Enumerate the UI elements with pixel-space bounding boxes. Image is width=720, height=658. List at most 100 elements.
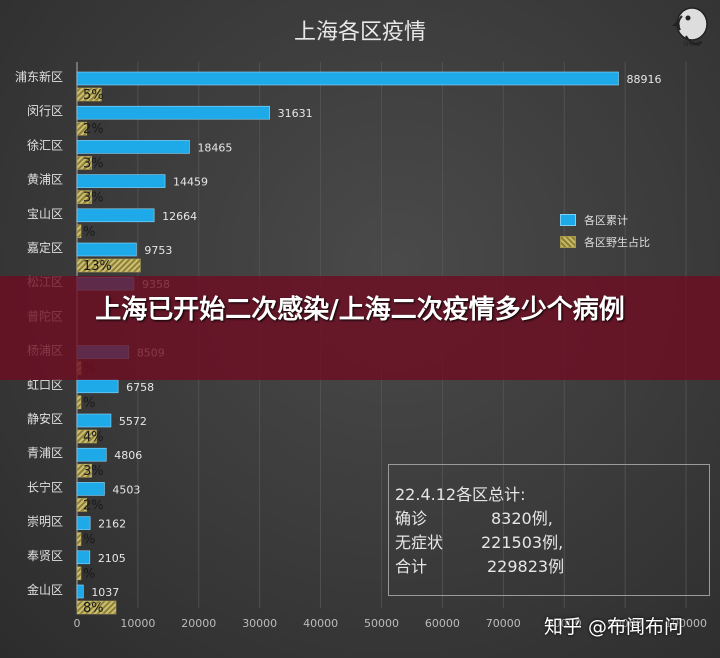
parrot-logo: SHINE [668, 2, 716, 52]
summary-row-asymptomatic: 无症状 221503例, [395, 531, 709, 555]
value-label-ratio: 2% [83, 122, 104, 137]
category-label: 长宁区 [27, 479, 63, 494]
x-tick-label: 10000 [120, 617, 155, 630]
bar-total [76, 516, 91, 530]
value-label-total: 4503 [112, 483, 140, 496]
value-label-total: 88916 [626, 73, 661, 86]
summary-label: 确诊 [395, 509, 428, 528]
x-tick-label: 40000 [303, 617, 338, 630]
bar-ratio [76, 190, 92, 204]
bar-ratio [76, 600, 117, 615]
value-label-ratio: % [83, 396, 95, 411]
summary-value: 8320例, [491, 509, 553, 528]
x-tick-label: 70000 [486, 617, 521, 630]
value-label-ratio: % [83, 225, 95, 240]
x-tick-label: 90000 [608, 617, 643, 630]
value-label-total: 6758 [126, 381, 154, 394]
headline-banner [0, 276, 720, 380]
category-label: 黄浦区 [27, 173, 63, 187]
bar-ratio [76, 566, 82, 581]
watermark: 知乎 @布闻布问 [544, 616, 684, 638]
value-label-ratio: 13% [83, 259, 112, 274]
x-tick-label: 80000 [547, 617, 582, 630]
bar-ratio [76, 498, 88, 512]
bar-ratio [76, 429, 97, 444]
bar-total [76, 208, 155, 223]
bar-ratio [76, 224, 82, 239]
value-label-total: 31631 [278, 107, 313, 120]
category-label: 静安区 [27, 411, 63, 426]
bar-total [76, 413, 112, 428]
value-label-ratio: 8% [83, 601, 104, 616]
x-tick-label: 20000 [181, 617, 216, 630]
x-tick-label: 100000 [665, 617, 707, 630]
value-label-total: 9753 [144, 244, 172, 257]
legend-item-ratio: 各区野生占比 [560, 231, 650, 253]
summary-header: 22.4.12各区总计: [395, 485, 526, 504]
bar-ratio [76, 532, 82, 546]
value-label-ratio: 3% [83, 156, 104, 171]
value-label-ratio: 3% [83, 464, 104, 479]
x-tick-label: 60000 [425, 617, 460, 630]
chart-title: 上海各区疫情 [293, 20, 426, 45]
value-label-ratio: 3% [83, 191, 104, 206]
summary-row-total: 合计 229823例 [395, 555, 709, 579]
bar-total [76, 105, 270, 120]
bar-ratio [76, 258, 141, 273]
category-label: 奉贤区 [27, 549, 63, 563]
legend-swatch-total [560, 214, 576, 226]
value-label-ratio: 4% [83, 430, 104, 445]
bar-total [76, 584, 84, 599]
summary-value: 221503例, [481, 533, 564, 552]
value-label-ratio: 2% [83, 498, 104, 513]
category-label: 青浦区 [27, 446, 63, 460]
bar-total [76, 379, 119, 394]
value-label-total: 2162 [98, 518, 126, 531]
bar-total [76, 482, 105, 496]
summary-box: 22.4.12各区总计: 确诊 8320例, 无症状 221503例, 合计 2298… [388, 464, 710, 596]
summary-row-confirmed: 确诊 8320例, [395, 507, 709, 531]
category-label: 闵行区 [27, 103, 63, 118]
bar-total [76, 140, 190, 154]
value-label-total: 18465 [197, 141, 232, 154]
value-label-ratio: 5% [83, 88, 104, 103]
x-tick-label: 30000 [242, 617, 277, 630]
bar-ratio [76, 87, 102, 102]
category-label: 崇明区 [27, 515, 63, 529]
bar-ratio [76, 156, 92, 170]
legend-swatch-ratio [560, 236, 576, 248]
bar-total [76, 550, 91, 565]
legend-item-total: 各区累计 [560, 209, 650, 231]
category-label: 虹口区 [27, 378, 63, 392]
summary-label: 无症状 [395, 533, 444, 552]
value-label-total: 2105 [98, 552, 126, 565]
bar-total [76, 71, 619, 86]
summary-label: 合计 [395, 557, 428, 576]
legend-label-total: 各区累计 [584, 214, 628, 227]
legend-label-ratio: 各区野生占比 [584, 236, 650, 249]
category-label: 嘉定区 [27, 240, 63, 255]
bar-ratio [76, 463, 92, 478]
summary-value: 229823例 [487, 557, 565, 576]
category-label: 徐汇区 [27, 137, 63, 152]
value-label-total: 12664 [162, 210, 197, 223]
bar-ratio [76, 395, 82, 410]
value-label-total: 1037 [91, 586, 119, 599]
chart-legend: 各区累计 各区野生占比 [560, 209, 650, 253]
bar-total [76, 174, 166, 188]
category-label: 金山区 [27, 582, 63, 597]
value-label-ratio: % [83, 533, 95, 548]
bar-ratio [76, 121, 88, 136]
x-tick-label: 0 [74, 617, 81, 630]
bar-total [76, 447, 107, 462]
headline-text: 上海已开始二次感染/上海二次疫情多少个病例 [95, 295, 625, 325]
category-label: 浦东新区 [15, 69, 63, 84]
logo-text: SHINE [683, 41, 702, 48]
x-tick-label: 50000 [364, 617, 399, 630]
bar-total [76, 242, 137, 257]
value-label-total: 14459 [173, 176, 208, 189]
category-label: 宝山区 [27, 207, 63, 221]
value-label-total: 5572 [119, 415, 147, 428]
value-label-ratio: % [83, 567, 95, 582]
value-label-total: 4806 [114, 449, 142, 462]
